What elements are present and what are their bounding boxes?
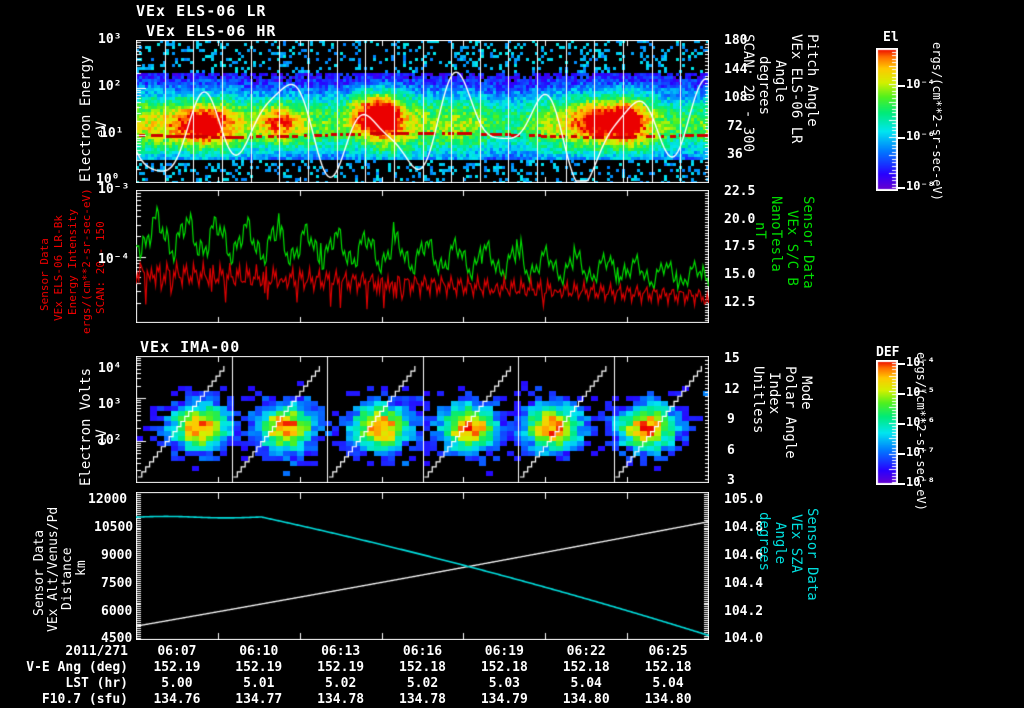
colorbar-el bbox=[876, 48, 898, 191]
footer-cell-r2-c6: 5.04 bbox=[652, 676, 684, 691]
footer-cell-r1-c6: 152.18 bbox=[644, 660, 692, 675]
footer-row-label-3: F10.7 (sfu) bbox=[41, 692, 128, 707]
colorbar-def-tickmark-2 bbox=[898, 422, 905, 425]
footer-cell-r0-c1: 06:10 bbox=[239, 644, 279, 659]
footer-cell-r0-c4: 06:19 bbox=[484, 644, 524, 659]
panel1-ytick-1: 10² bbox=[98, 79, 122, 94]
colorbar-el-tickmark-0 bbox=[898, 85, 905, 88]
footer-cell-r1-c1: 152.19 bbox=[235, 660, 283, 675]
panel2-y2tick-4: 12.5 bbox=[724, 295, 756, 310]
colorbar-el-tick-2: 10⁻⁸ bbox=[906, 178, 935, 193]
colorbar-el-unit: ergs/(cm**2-sr-sec-eV) bbox=[930, 42, 944, 201]
panel1-ytick-2: 10¹ bbox=[100, 126, 124, 141]
footer-cell-r3-c6: 134.80 bbox=[644, 692, 692, 707]
footer-cell-r0-c5: 06:22 bbox=[566, 644, 606, 659]
panel4-ytick-5: 4500 bbox=[101, 631, 133, 646]
colorbar-def-unit: ergs/(cm**2-sr-sec-eV) bbox=[914, 352, 928, 511]
panel3-ytick-0: 10⁴ bbox=[98, 361, 122, 376]
panel1-title-lr: VEx ELS-06 LR bbox=[136, 2, 267, 20]
footer-cell-r3-c5: 134.80 bbox=[562, 692, 610, 707]
panel4-y2tick-0: 105.0 bbox=[724, 492, 764, 507]
footer-cell-r3-c1: 134.77 bbox=[235, 692, 283, 707]
colorbar-el-title: El bbox=[883, 30, 899, 45]
panel3-y2tick-4: 3 bbox=[727, 473, 735, 488]
colorbar-def-tickmark-1 bbox=[898, 392, 905, 395]
panel2-ytick-1: 10⁻⁴ bbox=[98, 252, 130, 267]
panel4-y2tick-4: 104.2 bbox=[724, 604, 764, 619]
panel4-ytick-3: 7500 bbox=[101, 576, 133, 591]
panel1-title-hr: VEx ELS-06 HR bbox=[146, 22, 277, 40]
footer-cell-r1-c4: 152.18 bbox=[480, 660, 528, 675]
panel3-y2tick-0: 15 bbox=[724, 351, 740, 366]
colorbar-def-tick-2: 10⁻⁶ bbox=[906, 414, 935, 429]
panel2-ytick-0: 10⁻³ bbox=[98, 182, 130, 196]
panel3-ytick-1: 10³ bbox=[98, 397, 122, 412]
altitude-sza-plot bbox=[136, 492, 709, 640]
panel4-y2tick-3: 104.4 bbox=[724, 576, 764, 591]
footer-cell-r0-c0: 06:07 bbox=[157, 644, 197, 659]
colorbar-def-tick-4: 10⁻⁸ bbox=[906, 474, 935, 489]
footer-cell-r0-c2: 06:13 bbox=[321, 644, 361, 659]
colorbar-def-title: DEF bbox=[876, 345, 900, 360]
panel3-y2tick-2: 9 bbox=[727, 412, 735, 427]
panel1-ytick-3: 10⁰ bbox=[96, 172, 120, 184]
footer-cell-r2-c5: 5.04 bbox=[570, 676, 602, 691]
colorbar-def-tick-1: 10⁻⁵ bbox=[906, 384, 935, 399]
intensity-magfield-plot bbox=[136, 190, 709, 323]
panel2-y2tick-1: 20.0 bbox=[724, 212, 756, 227]
footer-cell-r3-c3: 134.78 bbox=[399, 692, 446, 707]
panel1-ytick-0: 10³ bbox=[98, 32, 122, 47]
panel4-y2tick-5: 104.0 bbox=[724, 631, 764, 646]
panel4-ytick-4: 6000 bbox=[101, 604, 133, 619]
footer-cell-r1-c0: 152.19 bbox=[153, 660, 201, 675]
panel2-y2tick-2: 17.5 bbox=[724, 239, 756, 254]
colorbar-el-tickmark-2 bbox=[898, 186, 905, 189]
footer-row-label-2: LST (hr) bbox=[65, 676, 128, 691]
ion-energy-spectrogram bbox=[136, 356, 709, 483]
footer-cell-r3-c4: 134.79 bbox=[480, 692, 528, 707]
panel1-y2tick-3: 72 bbox=[727, 119, 743, 134]
footer-cell-r2-c3: 5.02 bbox=[406, 676, 439, 691]
footer-row-label-0: 2011/271 bbox=[65, 644, 128, 659]
panel1-y2tick-1: 144 bbox=[724, 62, 748, 77]
panel3-y2tick-3: 6 bbox=[727, 443, 735, 458]
footer-row-label-1: V-E Ang (deg) bbox=[26, 660, 128, 675]
footer-cell-r2-c0: 5.00 bbox=[161, 676, 193, 691]
panel4-ytick-2: 9000 bbox=[101, 548, 133, 563]
panel4-ytick-0: 12000 bbox=[88, 492, 128, 507]
electron-energy-spectrogram bbox=[136, 40, 709, 183]
panel3-ytick-2: 10² bbox=[98, 433, 122, 448]
colorbar-def bbox=[876, 360, 898, 485]
colorbar-def-tick-0: 10⁻⁴ bbox=[906, 354, 935, 369]
footer-cell-r0-c6: 06:25 bbox=[648, 644, 688, 659]
footer-cell-r2-c2: 5.02 bbox=[324, 676, 357, 691]
panel1-y2tick-2: 108 bbox=[724, 90, 748, 105]
colorbar-el-tickmark-1 bbox=[898, 136, 905, 139]
colorbar-el-tick-0: 10⁻⁴ bbox=[906, 77, 935, 92]
footer-cell-r1-c2: 152.19 bbox=[317, 660, 365, 675]
colorbar-def-tickmark-4 bbox=[898, 482, 905, 485]
panel4-y2tick-1: 104.8 bbox=[724, 520, 764, 535]
footer-cell-r2-c1: 5.01 bbox=[243, 676, 275, 691]
panel1-y2tick-0: 180 bbox=[724, 33, 748, 48]
colorbar-el-tick-1: 10⁻⁶ bbox=[906, 128, 935, 143]
panel3-title: VEx IMA-00 bbox=[140, 338, 241, 356]
colorbar-def-tickmark-0 bbox=[898, 362, 905, 365]
panel4-y2tick-2: 104.6 bbox=[724, 548, 764, 563]
panel1-y2tick-4: 36 bbox=[727, 147, 743, 162]
colorbar-def-tickmark-3 bbox=[898, 452, 905, 455]
panel4-ytick-1: 10500 bbox=[94, 520, 134, 535]
footer-cell-r1-c5: 152.18 bbox=[562, 660, 610, 675]
panel3-y2tick-1: 12 bbox=[724, 382, 740, 397]
colorbar-def-tick-3: 10⁻⁷ bbox=[906, 444, 935, 459]
footer-cell-r3-c0: 134.76 bbox=[153, 692, 201, 707]
footer-cell-r0-c3: 06:16 bbox=[402, 644, 443, 659]
footer-cell-r2-c4: 5.03 bbox=[488, 676, 520, 691]
panel2-y2tick-0: 22.5 bbox=[724, 184, 756, 199]
panel2-y2tick-3: 15.0 bbox=[724, 267, 756, 282]
footer-cell-r1-c3: 152.18 bbox=[399, 660, 446, 675]
footer-cell-r3-c2: 134.78 bbox=[317, 692, 365, 707]
